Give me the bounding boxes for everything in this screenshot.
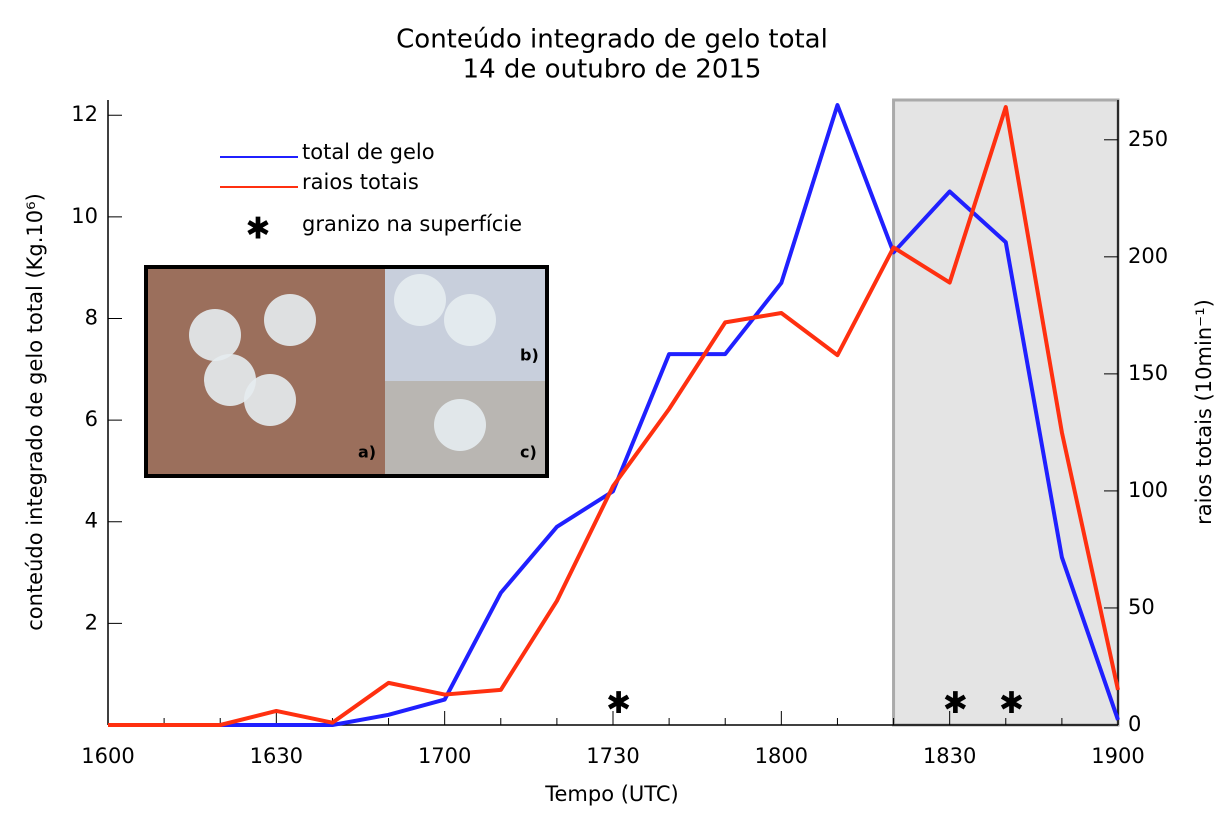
y-axis-label: conteúdo integrado de gelo total (Kg.10⁶… [23, 193, 47, 631]
hailstone [204, 354, 256, 406]
hailstone [244, 374, 296, 426]
x-tick-label: 1730 [586, 744, 639, 768]
hailstone [264, 294, 316, 346]
photo-a [148, 269, 385, 474]
y2-axis-label: raios totais (10min⁻¹) [1192, 299, 1216, 525]
y-tick-label: 4 [85, 509, 98, 533]
y2-tick-label: 50 [1128, 595, 1155, 619]
hailstone [394, 274, 446, 326]
hailstone [189, 309, 241, 361]
y2-tick-label: 150 [1128, 361, 1168, 385]
y-tick-label: 12 [71, 102, 98, 126]
y2-tick-label: 250 [1128, 127, 1168, 151]
chart-subtitle: 14 de outubro de 2015 [463, 55, 762, 85]
y-tick-label: 2 [85, 610, 98, 634]
x-tick-label: 1900 [1091, 744, 1144, 768]
x-tick-label: 1630 [250, 744, 303, 768]
highlight-region [892, 98, 1120, 727]
photo-inset: a) b) c) [144, 265, 549, 478]
y-tick-label: 10 [71, 204, 98, 228]
chart-title: Conteúdo integrado de gelo total [396, 25, 828, 55]
data-line [108, 103, 1120, 727]
hail-marker: ✱ [999, 686, 1024, 721]
hailstone [434, 399, 486, 451]
legend-label: total de gelo [302, 140, 435, 164]
y2-tick-label: 100 [1128, 478, 1168, 502]
hail-marker: ✱ [943, 686, 968, 721]
x-tick-label: 1800 [755, 744, 808, 768]
y-tick-label: 6 [85, 407, 98, 431]
hail-marker: ✱ [606, 686, 631, 721]
legend-label: granizo na superfície [302, 212, 522, 236]
legend-label: raios totais [302, 170, 419, 194]
y2-tick-label: 0 [1128, 712, 1141, 736]
hailstone [444, 294, 496, 346]
inset-label: c) [520, 443, 537, 462]
inset-label: b) [520, 346, 539, 365]
x-tick-label: 1700 [418, 744, 471, 768]
inset-label: a) [358, 443, 376, 462]
legend-symbol: ✱ [245, 212, 270, 247]
y-tick-label: 8 [85, 305, 98, 329]
data-line [108, 105, 1120, 727]
x-axis-label: Tempo (UTC) [544, 782, 679, 806]
x-tick-label: 1830 [923, 744, 976, 768]
x-tick-label: 1600 [81, 744, 134, 768]
y2-tick-label: 200 [1128, 244, 1168, 268]
